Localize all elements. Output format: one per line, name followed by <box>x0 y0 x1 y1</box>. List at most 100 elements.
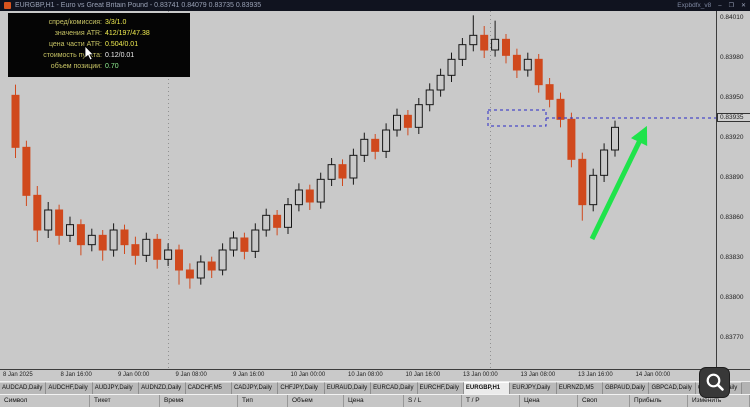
ea-name-label: Expbdfx_v8 <box>677 2 712 9</box>
window-close-button[interactable]: ✕ <box>740 3 746 9</box>
candlestick-chart <box>11 11 716 369</box>
info-line: цена части ATR: 0.504/0.01 <box>14 39 182 50</box>
candle-body <box>153 238 162 260</box>
chart-tab-eurchf-daily[interactable]: EURCHF,Daily <box>417 382 464 394</box>
price-label: 0.83980 <box>720 54 744 61</box>
trade-column-5[interactable]: Цена <box>344 395 404 407</box>
candle-body <box>534 58 543 86</box>
trade-column-1[interactable]: Тикет <box>90 395 160 407</box>
price-label: 0.83950 <box>720 94 744 101</box>
price-label: 0.84010 <box>720 14 744 21</box>
chart-window-titlebar[interactable]: EURGBP,H1 - Euro vs Great Britain Pound … <box>0 0 750 11</box>
info-label: стоимость пункта: <box>43 52 102 59</box>
candle-body <box>349 154 358 179</box>
candle-body <box>425 89 434 106</box>
candle-body <box>403 114 412 128</box>
trade-column-9[interactable]: Своп <box>578 395 630 407</box>
candle-body <box>589 174 598 206</box>
candle-body <box>371 138 380 152</box>
candle-body <box>491 38 500 51</box>
candle-body <box>382 129 391 152</box>
time-label: 13 Jan 16:00 <box>578 372 613 378</box>
zoom-button[interactable] <box>700 368 729 397</box>
candle-body <box>240 237 249 252</box>
chart-tab-gbpaud-daily[interactable]: GBPAUD,Daily <box>603 382 650 394</box>
chart-tab-eurjpy-daily[interactable]: EURJPY,Daily <box>510 382 557 394</box>
candle-body <box>55 209 64 236</box>
chart-tab-eurcad-daily[interactable]: EURCAD,Daily <box>371 382 418 394</box>
time-label: 10 Jan 00:00 <box>290 372 326 378</box>
trade-column-symbol[interactable]: Символ <box>0 395 90 407</box>
trade-column-7[interactable]: T / P <box>462 395 520 407</box>
chart-tab-cadjpy-daily[interactable]: CADJPY,Daily <box>231 382 279 394</box>
candle-body <box>185 269 194 279</box>
candle-body <box>512 54 521 71</box>
candle-body <box>87 234 96 246</box>
candle-body <box>469 34 478 46</box>
candle-body <box>273 214 282 228</box>
chart-tab-audcad-daily[interactable]: AUDCAD,Daily <box>0 382 47 394</box>
trade-column-3[interactable]: Тип <box>238 395 288 407</box>
candle-body <box>545 84 554 100</box>
info-value: 3/3/1.0 <box>105 19 127 26</box>
candle-body <box>327 164 336 180</box>
time-label: 9 Jan 08:00 <box>175 372 207 378</box>
price-label: 0.83920 <box>720 134 744 141</box>
trade-column-4[interactable]: Объем <box>288 395 344 407</box>
candle-body <box>578 158 587 206</box>
chart-area[interactable]: спред/комиссия: 3/3/1.0 значения ATR: 412/1… <box>0 11 716 369</box>
candle-body <box>338 164 347 179</box>
candle-body <box>262 214 271 231</box>
chart-tab-euraud-daily[interactable]: EURAUD,Daily <box>324 382 372 394</box>
candle-body <box>207 261 216 271</box>
price-axis[interactable]: 0.84010 0.83980 0.83950 0.83920 0.83890 0.838… <box>716 11 750 369</box>
candle-body <box>600 149 609 176</box>
info-label: значения ATR: <box>54 30 102 37</box>
candle-body <box>523 58 532 71</box>
level-selection-box[interactable] <box>487 109 547 127</box>
price-label: 0.83890 <box>720 174 744 181</box>
price-label: 0.83770 <box>720 334 744 341</box>
chart-tab-cadchf-m5[interactable]: CADCHF,M5 <box>185 382 232 394</box>
candle-body <box>109 229 118 251</box>
price-label: 0.83830 <box>720 254 744 261</box>
candle-body <box>142 238 151 256</box>
chart-tab-gbpcad-daily[interactable]: GBPCAD,Daily <box>649 382 696 394</box>
info-value: 412/197/47.38 <box>105 30 150 37</box>
trade-column-2[interactable]: Время <box>160 395 238 407</box>
candle-body <box>316 178 325 203</box>
chart-tab-audjpy-daily[interactable]: AUDJPY,Daily <box>92 382 140 394</box>
time-label: 8 Jan 2025 <box>3 372 33 378</box>
candle-body <box>502 38 510 56</box>
candle-body <box>33 194 42 231</box>
time-label: 8 Jan 16:00 <box>60 372 92 378</box>
trade-column-6[interactable]: S / L <box>404 395 462 407</box>
candle-body <box>251 229 260 252</box>
candle-body <box>44 209 53 231</box>
trade-column-10[interactable]: Прибыль <box>630 395 688 407</box>
chart-tab-audchf-daily[interactable]: AUDCHF,Daily <box>46 382 93 394</box>
window-restore-button[interactable]: ❐ <box>728 3 734 9</box>
chart-tab-eurgbp-h1[interactable]: EURGBP,H1 <box>463 382 511 394</box>
candle-body <box>567 118 576 160</box>
trade-column-8[interactable]: Цена <box>520 395 578 407</box>
trend-arrow[interactable] <box>589 125 648 241</box>
time-label: 10 Jan 08:00 <box>348 372 383 378</box>
chart-tab-chfjpy-daily[interactable]: CHFJPY,Daily <box>278 382 325 394</box>
chart-tab-audnzd-daily[interactable]: AUDNZD,Daily <box>139 382 186 394</box>
mouse-cursor <box>84 45 95 61</box>
candle-body <box>284 204 292 228</box>
current-price-label: 0.83935 <box>717 113 750 122</box>
candle-body <box>175 249 183 271</box>
candle-body <box>436 74 445 91</box>
info-value: 0.70 <box>105 63 119 70</box>
time-label: 10 Jan 16:00 <box>405 372 441 378</box>
chart-tab-eurnzd-m5[interactable]: EURNZD,M5 <box>556 382 604 394</box>
time-axis[interactable]: 8 Jan 2025 8 Jan 16:00 9 Jan 00:00 9 Jan 08… <box>0 369 750 381</box>
info-line: значения ATR: 412/197/47.38 <box>14 28 182 39</box>
info-line: спред/комиссия: 3/3/1.0 <box>14 17 182 28</box>
candle-body <box>11 94 20 148</box>
window-minimize-button[interactable]: – <box>718 2 722 9</box>
info-line: стоимость пункта: 0.12/0.01 <box>14 50 182 61</box>
